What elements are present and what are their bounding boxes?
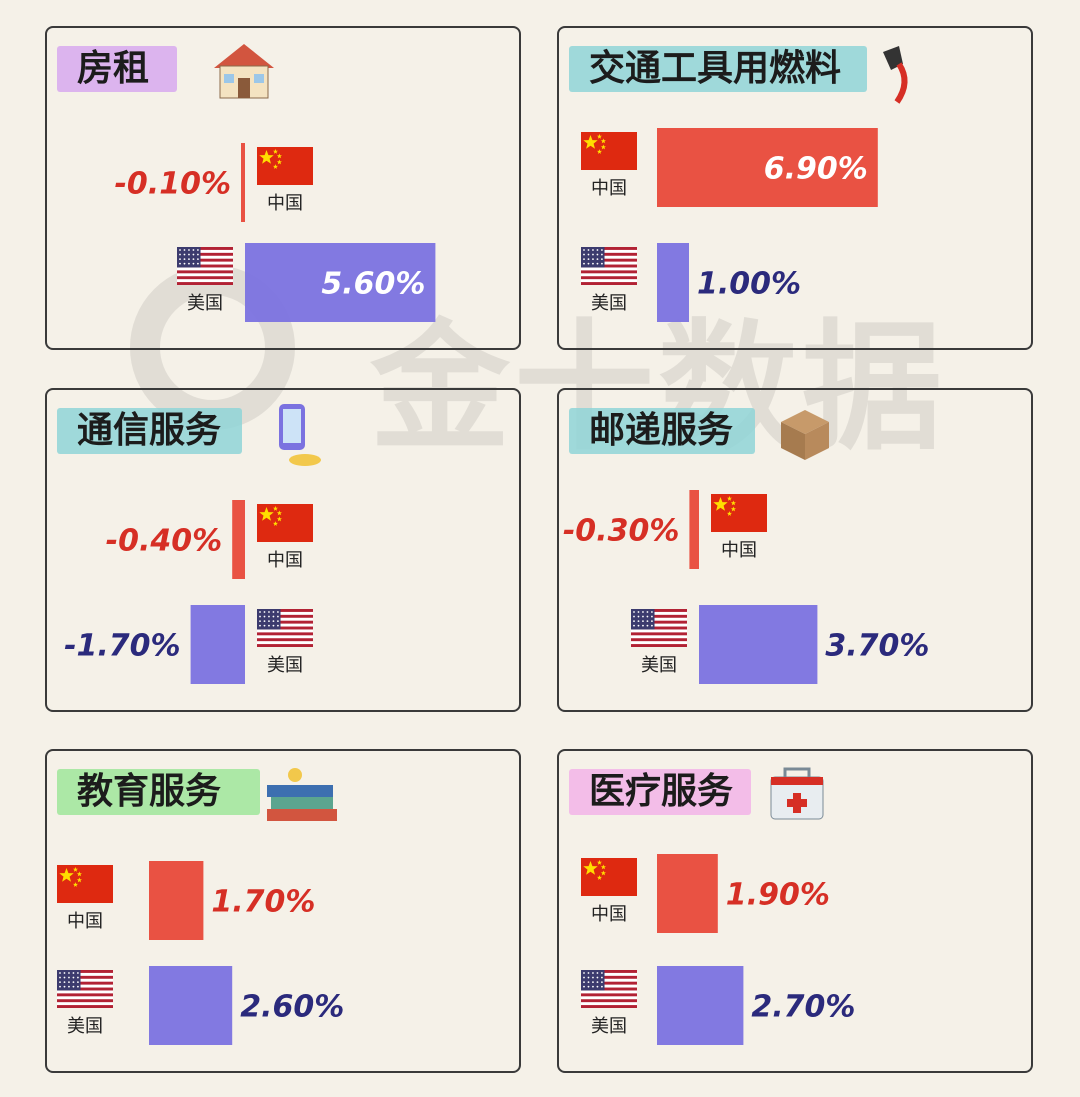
books-icon (267, 768, 337, 821)
china-bar (232, 500, 245, 579)
panel-title: 邮递服务 (589, 409, 734, 451)
panel-title: 教育服务 (77, 770, 222, 812)
panel-telecom: 通信服务 中国 -0.40% 美国 -1.70% (45, 388, 521, 712)
bar-chart: 中国 -0.40% 美国 -1.70% (64, 404, 321, 684)
value-label-china: 1.90% (726, 878, 830, 913)
title-highlight (569, 408, 755, 454)
usa-bar (657, 966, 744, 1045)
country-label-china: 中国 (267, 550, 303, 571)
bar-chart: 中国 1.70% 美国 2.60% (57, 768, 344, 1045)
china-bar (689, 490, 699, 569)
country-label-china: 中国 (591, 904, 627, 925)
title-highlight (57, 46, 177, 92)
usa-flag-icon (177, 247, 233, 285)
china-flag-icon (57, 865, 113, 903)
china-bar (149, 861, 204, 940)
bar-chart: 中国 -0.30% 美国 3.70% (563, 410, 929, 684)
panel-medical: 医疗服务 中国 1.90% 美国 2.70% (557, 749, 1033, 1073)
value-label-usa: 1.00% (697, 267, 801, 302)
country-label-usa: 美国 (67, 1016, 103, 1037)
panel-postal: 邮递服务 中国 -0.30% 美国 3.70% (557, 388, 1033, 712)
country-label-china: 中国 (267, 193, 303, 214)
china-flag-icon (581, 858, 637, 896)
package-box-icon (781, 410, 829, 460)
china-flag-icon (257, 147, 313, 185)
usa-flag-icon (581, 970, 637, 1008)
country-label-china: 中国 (721, 540, 757, 561)
usa-bar (245, 243, 436, 322)
country-label-china: 中国 (67, 911, 103, 932)
panel-education: 教育服务 中国 1.70% 美国 2.60% (45, 749, 521, 1073)
value-label-usa: 2.60% (240, 990, 344, 1025)
value-label-usa: 3.70% (825, 629, 929, 664)
title-highlight (57, 408, 242, 454)
value-label-china: -0.40% (106, 524, 223, 559)
value-label-usa: 5.60% (321, 267, 425, 302)
house-icon (214, 44, 274, 99)
usa-bar (149, 966, 233, 1045)
country-label-china: 中国 (591, 178, 627, 199)
panel-rent: 房租 中国 -0.10% 美国 5.60% (45, 26, 521, 350)
value-label-china: -0.30% (563, 514, 680, 549)
country-label-usa: 美国 (591, 293, 627, 314)
panel-title: 通信服务 (77, 409, 222, 451)
title-highlight (569, 46, 867, 92)
title-highlight (569, 769, 751, 815)
panel-title: 房租 (77, 47, 150, 89)
title-highlight (57, 769, 260, 815)
usa-flag-icon (631, 609, 687, 647)
country-label-usa: 美国 (187, 293, 223, 314)
usa-flag-icon (581, 247, 637, 285)
usa-bar (699, 605, 818, 684)
value-label-china: 6.90% (764, 152, 868, 187)
usa-flag-icon (257, 609, 313, 647)
bar-chart: 中国 1.90% 美国 2.70% (581, 767, 855, 1045)
bar-chart: 中国 6.90% 美国 1.00% (581, 46, 908, 322)
china-bar (657, 854, 718, 933)
country-label-usa: 美国 (641, 655, 677, 676)
fuel-nozzle-icon (883, 46, 908, 104)
country-label-usa: 美国 (267, 655, 303, 676)
usa-bar (657, 243, 689, 322)
usa-flag-icon (57, 970, 113, 1008)
usa-bar (190, 605, 245, 684)
china-bar (657, 128, 878, 207)
bar-chart: 中国 -0.10% 美国 5.60% (114, 44, 436, 322)
china-bar (241, 143, 245, 222)
panel-fuel: 交通工具用燃料 中国 6.90% 美国 1.00% (557, 26, 1033, 350)
panel-title: 医疗服务 (589, 770, 734, 812)
value-label-china: -0.10% (114, 167, 231, 202)
value-label-usa: 2.70% (751, 990, 855, 1025)
china-flag-icon (581, 132, 637, 170)
country-label-usa: 美国 (591, 1016, 627, 1037)
medical-kit-icon (770, 767, 824, 820)
value-label-usa: -1.70% (64, 629, 181, 664)
smartphone-icon (279, 404, 321, 466)
value-label-china: 1.70% (211, 885, 315, 920)
china-flag-icon (711, 494, 767, 532)
china-flag-icon (257, 504, 313, 542)
panel-title: 交通工具用燃料 (589, 47, 842, 89)
